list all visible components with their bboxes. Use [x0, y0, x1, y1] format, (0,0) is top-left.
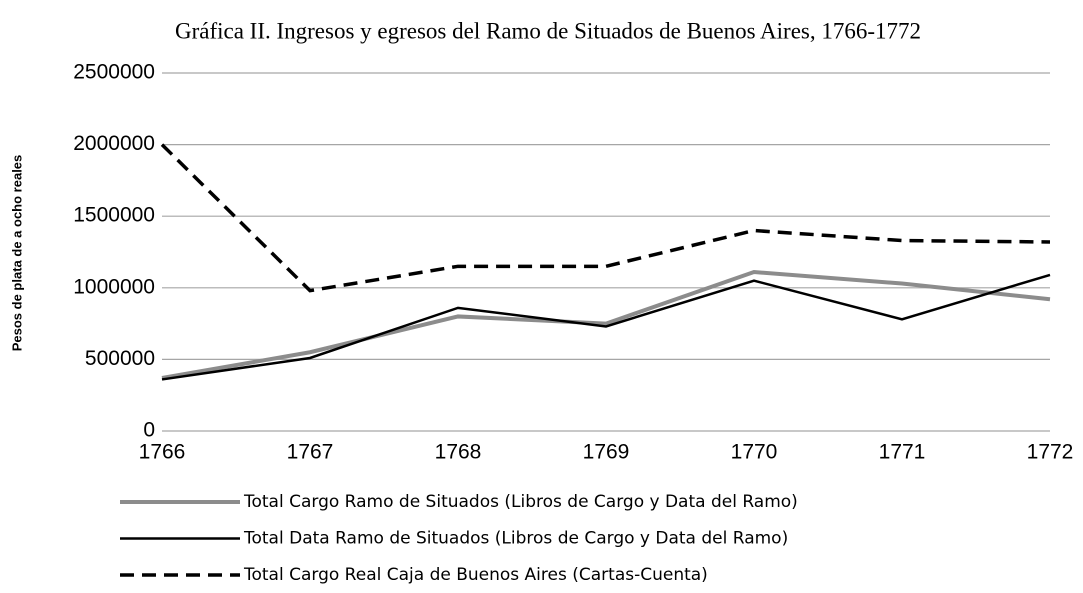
y-tick-label: 1500000 — [73, 204, 155, 227]
y-tick-label: 0 — [143, 419, 155, 442]
x-tick-label: 1772 — [1027, 441, 1074, 464]
legend-label: Total Data Ramo de Situados (Libros de C… — [243, 529, 788, 549]
series-line — [161, 273, 1051, 381]
x-tick-label: 1768 — [435, 441, 482, 464]
y-tick-label: 500000 — [85, 347, 155, 370]
x-tick-label: 1766 — [139, 441, 186, 464]
y-tick-label: 2500000 — [73, 61, 155, 84]
y-axis-label: Pesos de plata de a ocho reales — [9, 155, 24, 352]
legend-label: Total Cargo Real Caja de Buenos Aires (C… — [243, 565, 708, 585]
series-line — [160, 143, 1051, 293]
x-tick-label: 1769 — [583, 441, 630, 464]
x-tick-label: 1771 — [879, 441, 926, 464]
series-line — [161, 270, 1051, 380]
legend-label: Total Cargo Ramo de Situados (Libros de … — [243, 492, 798, 512]
chart-title: Gráfica II. Ingresos y egresos del Ramo … — [175, 18, 921, 43]
x-tick-label: 1770 — [731, 441, 778, 464]
x-tick-label: 1767 — [287, 441, 334, 464]
y-tick-label: 2000000 — [73, 132, 155, 155]
y-tick-label: 1000000 — [73, 275, 155, 298]
